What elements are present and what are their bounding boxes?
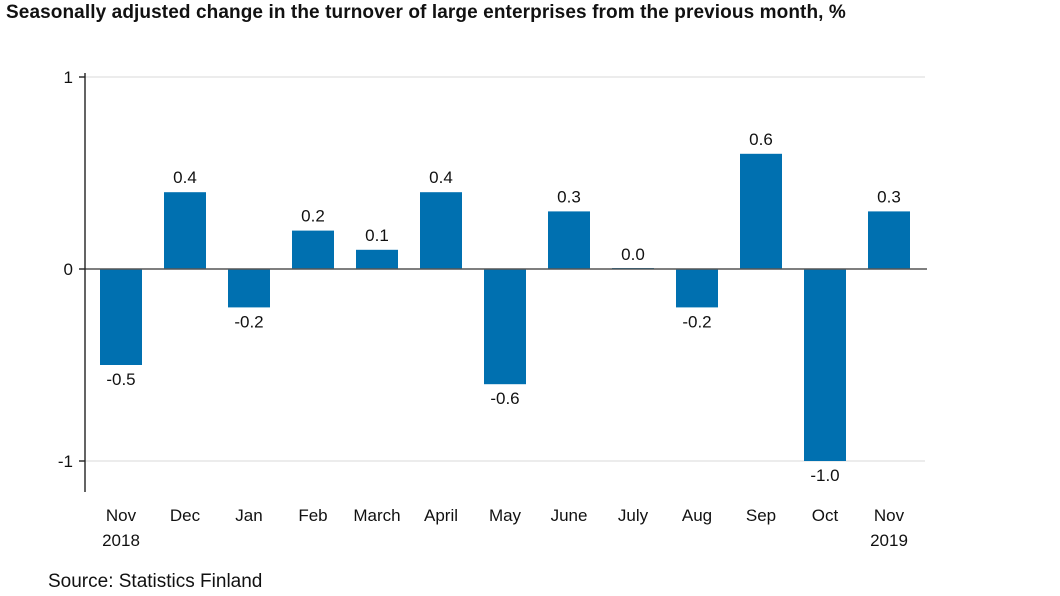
data-label: 0.3: [877, 187, 901, 206]
x-tick-label: 2019: [870, 531, 908, 550]
x-tick-label: July: [618, 506, 649, 525]
gridlines: [85, 76, 925, 462]
x-tick-label: Dec: [170, 506, 201, 525]
chart-title: Seasonally adjusted change in the turnov…: [6, 2, 846, 23]
bars: [100, 153, 910, 461]
data-label: 0.1: [365, 226, 389, 245]
data-label: 0.0: [621, 245, 645, 264]
x-tick-label: 2018: [102, 531, 140, 550]
data-label: -0.6: [490, 389, 519, 408]
bar: [484, 269, 526, 385]
x-tick-label: Nov: [874, 506, 905, 525]
bar: [292, 230, 334, 269]
y-tick-label: 1: [64, 68, 73, 87]
data-label: 0.6: [749, 130, 773, 149]
data-label: 0.2: [301, 207, 325, 226]
data-label: 0.3: [557, 187, 581, 206]
data-label: -1.0: [810, 466, 839, 485]
x-tick-label: Oct: [812, 506, 839, 525]
y-tick-label: 0: [64, 260, 73, 279]
source-note: Source: Statistics Finland: [48, 571, 263, 592]
data-label: -0.2: [234, 312, 263, 331]
x-tick-label: Aug: [682, 506, 712, 525]
bar: [804, 269, 846, 461]
bar: [548, 211, 590, 269]
bar: [100, 269, 142, 365]
bar: [676, 269, 718, 308]
x-tick-label: June: [551, 506, 588, 525]
axes: [79, 73, 927, 492]
tick-labels: Nov 2018 Dec Jan Feb March April May June July Aug…: [58, 68, 908, 550]
x-tick-label: April: [424, 506, 458, 525]
x-tick-label: Feb: [298, 506, 327, 525]
bar: [228, 269, 270, 308]
value-labels: -0.5 0.4 -0.2 0.2 0.1 0.4 -0.6 0.3 0.0 -0.2 0.6 -1.…: [106, 130, 900, 485]
y-tick-label: -1: [58, 452, 73, 471]
data-label: 0.4: [173, 168, 197, 187]
x-tick-label: Sep: [746, 506, 776, 525]
x-tick-label: Jan: [235, 506, 262, 525]
bar: [356, 249, 398, 269]
bar: [740, 153, 782, 269]
bar: [164, 192, 206, 269]
data-label: 0.4: [429, 168, 453, 187]
x-tick-label: May: [489, 506, 522, 525]
data-label: -0.5: [106, 370, 135, 389]
x-tick-label: Nov: [106, 506, 137, 525]
data-label: -0.2: [682, 312, 711, 331]
bar: [420, 192, 462, 269]
x-tick-label: March: [353, 506, 400, 525]
bar: [868, 211, 910, 269]
